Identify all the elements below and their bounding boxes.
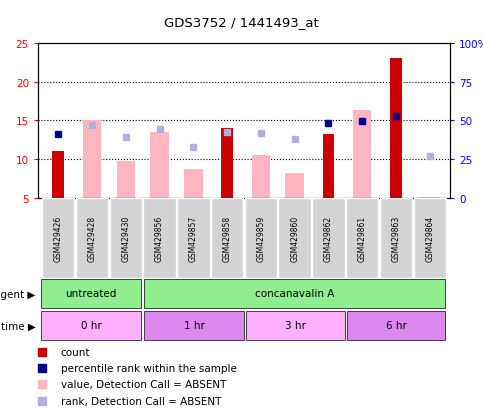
Bar <box>246 312 345 340</box>
Text: GSM429863: GSM429863 <box>391 215 400 261</box>
Text: percentile rank within the sample: percentile rank within the sample <box>61 363 237 373</box>
Text: value, Detection Call = ABSENT: value, Detection Call = ABSENT <box>61 380 226 389</box>
Bar <box>83 121 101 198</box>
Text: 1 hr: 1 hr <box>184 320 205 330</box>
Bar <box>323 135 334 198</box>
Bar <box>252 156 270 198</box>
Text: GSM429859: GSM429859 <box>256 215 265 261</box>
Text: GSM429428: GSM429428 <box>87 215 97 261</box>
Text: 3 hr: 3 hr <box>285 320 306 330</box>
Bar <box>144 312 244 340</box>
Bar <box>52 151 64 198</box>
Text: GSM429856: GSM429856 <box>155 215 164 261</box>
Bar <box>211 198 243 278</box>
Text: GSM429430: GSM429430 <box>121 215 130 261</box>
Text: 6 hr: 6 hr <box>385 320 406 330</box>
Bar <box>221 129 233 198</box>
Text: rank, Detection Call = ABSENT: rank, Detection Call = ABSENT <box>61 396 221 406</box>
Bar <box>285 173 304 198</box>
Bar <box>76 198 108 278</box>
Text: GSM429858: GSM429858 <box>223 215 232 261</box>
Text: count: count <box>61 347 90 357</box>
Text: GSM429426: GSM429426 <box>54 215 63 261</box>
Text: concanavalin A: concanavalin A <box>255 289 334 299</box>
Bar <box>177 198 210 278</box>
Text: GSM429857: GSM429857 <box>189 215 198 261</box>
Bar <box>346 198 378 278</box>
Bar <box>184 170 203 198</box>
Bar <box>116 161 135 198</box>
Text: GSM429862: GSM429862 <box>324 215 333 261</box>
Bar <box>312 198 345 278</box>
Text: GSM429860: GSM429860 <box>290 215 299 261</box>
Bar <box>42 312 141 340</box>
Bar <box>278 198 311 278</box>
Bar <box>353 110 371 198</box>
Text: GDS3752 / 1441493_at: GDS3752 / 1441493_at <box>164 17 319 29</box>
Bar <box>42 280 141 309</box>
Bar <box>390 59 402 198</box>
Text: GSM429864: GSM429864 <box>425 215 434 261</box>
Bar <box>380 198 412 278</box>
Bar <box>347 312 445 340</box>
Text: time ▶: time ▶ <box>0 321 36 331</box>
Bar <box>110 198 142 278</box>
Text: agent ▶: agent ▶ <box>0 289 36 299</box>
Bar <box>150 133 169 198</box>
Bar <box>245 198 277 278</box>
Text: GSM429861: GSM429861 <box>358 215 367 261</box>
Bar <box>144 280 445 309</box>
Bar <box>143 198 176 278</box>
Bar <box>420 197 439 198</box>
Bar <box>42 198 74 278</box>
Text: 0 hr: 0 hr <box>81 320 101 330</box>
Bar <box>413 198 446 278</box>
Text: untreated: untreated <box>65 289 117 299</box>
